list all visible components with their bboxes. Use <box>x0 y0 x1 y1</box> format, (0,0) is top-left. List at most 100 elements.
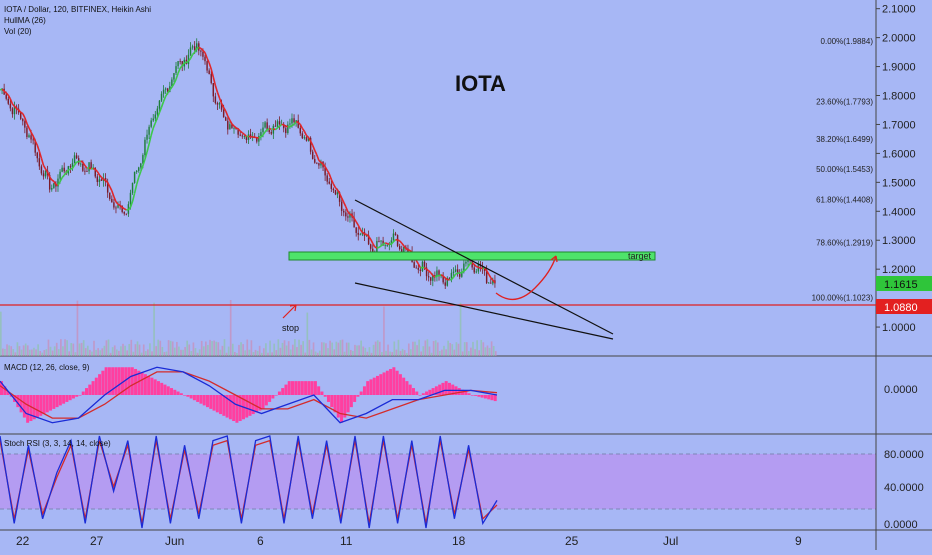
candle-body <box>345 212 346 216</box>
volume-bar <box>81 343 83 356</box>
macd-hist-bar <box>353 395 356 402</box>
macd-hist-bar <box>268 395 271 402</box>
x-tick-5: 18 <box>452 534 466 548</box>
candle-body <box>445 282 446 285</box>
volume-bar <box>149 343 151 356</box>
candle-body <box>88 162 89 171</box>
target-zone[interactable] <box>289 252 655 260</box>
volume-bar <box>126 350 128 356</box>
candle-body <box>277 121 278 126</box>
macd-hist-bar <box>481 395 484 398</box>
stoch-tick-80: 80.0000 <box>884 449 924 461</box>
volume-bar <box>211 341 213 356</box>
volume-bar <box>352 351 354 356</box>
candle-body <box>113 202 114 207</box>
volume-bar <box>367 352 369 356</box>
candle-body <box>82 164 83 171</box>
volume-bar <box>319 351 321 356</box>
candle-body <box>331 184 332 189</box>
candle-body <box>451 273 452 278</box>
volume-bar <box>478 350 480 356</box>
macd-hist-bar <box>337 395 340 418</box>
volume-bar <box>12 349 14 356</box>
volume-bar <box>207 345 209 356</box>
volume-bar <box>10 346 12 356</box>
volume-bar <box>77 301 79 356</box>
volume-bar <box>116 350 118 356</box>
candle-body <box>229 124 230 129</box>
volume-bar <box>203 346 205 356</box>
stoch-tick-40: 40.0000 <box>884 482 924 494</box>
candle-body <box>134 172 135 183</box>
volume-bar <box>101 348 103 356</box>
volume-bar <box>375 342 377 356</box>
hull-segment <box>236 128 238 129</box>
volume-bar <box>253 352 255 356</box>
macd-hist-bar <box>196 395 199 402</box>
candle-body <box>289 123 290 124</box>
candle-body <box>395 234 396 236</box>
volume-bar <box>8 345 10 356</box>
candle-body <box>333 189 334 190</box>
macd-hist-bar <box>82 392 85 395</box>
volume-bar <box>178 347 180 356</box>
volume-bar <box>188 344 190 356</box>
macd-hist-bar <box>147 376 150 395</box>
volume-bar <box>112 347 114 356</box>
candle-body <box>387 245 388 246</box>
volume-bar <box>302 341 304 356</box>
candle-body <box>393 234 394 241</box>
macd-hist-bar <box>235 395 238 423</box>
volume-bar <box>294 339 296 356</box>
macd-hist-bar <box>255 395 258 412</box>
candle-body <box>130 193 131 204</box>
candle-body <box>355 227 356 232</box>
candle-body <box>360 234 361 235</box>
macd-hist-bar <box>281 388 284 395</box>
volume-bar <box>75 352 77 356</box>
candle-body <box>428 276 429 277</box>
volume-bar <box>106 340 108 356</box>
volume-bar <box>27 345 29 356</box>
volume-bar <box>209 340 211 356</box>
volume-bar <box>427 339 429 356</box>
candle-body <box>179 61 180 62</box>
candle-body <box>109 193 110 199</box>
price-tick-0: 2.1000 <box>882 4 916 16</box>
candle-body <box>5 95 6 99</box>
volume-bar <box>313 342 315 356</box>
macd-hist-bar <box>20 395 23 412</box>
macd-hist-bar <box>330 395 333 407</box>
macd-hist-bar <box>75 395 78 397</box>
candle-body <box>63 168 64 172</box>
volume-bar <box>14 352 16 356</box>
candle-body <box>217 103 218 104</box>
macd-hist-bar <box>160 383 163 395</box>
volume-bar <box>217 342 219 356</box>
macd-hist-bar <box>288 381 291 395</box>
volume-bar <box>284 340 286 356</box>
volume-bar <box>458 344 460 356</box>
macd-hist-bar <box>69 395 72 400</box>
volume-bar <box>470 348 472 356</box>
macd-hist-bar <box>229 395 232 419</box>
volume-bar <box>468 351 470 356</box>
candle-body <box>291 118 292 123</box>
macd-hist-bar <box>386 371 389 395</box>
macd-hist-bar <box>180 393 183 395</box>
volume-bar <box>201 341 203 356</box>
candle-body <box>358 233 359 235</box>
volume-bar <box>174 348 176 356</box>
candle-body <box>285 128 286 133</box>
candle-body <box>190 47 191 54</box>
volume-bar <box>435 340 437 356</box>
volume-bar <box>29 350 31 356</box>
volume-bar <box>234 352 236 356</box>
hull-segment <box>286 126 288 127</box>
candle-body <box>165 88 166 89</box>
volume-bar <box>159 341 161 356</box>
candle-body <box>233 128 234 129</box>
macd-hist-bar <box>56 395 59 407</box>
volume-bar <box>21 350 23 356</box>
